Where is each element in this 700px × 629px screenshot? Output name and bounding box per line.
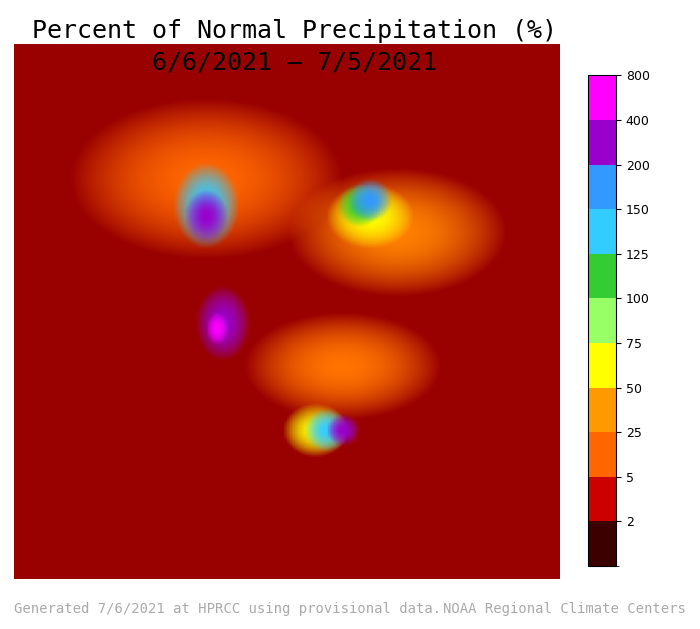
Text: 6/6/2021 – 7/5/2021: 6/6/2021 – 7/5/2021 [151, 50, 437, 74]
Text: Percent of Normal Precipitation (%): Percent of Normal Precipitation (%) [32, 19, 556, 43]
Text: NOAA Regional Climate Centers: NOAA Regional Climate Centers [443, 603, 686, 616]
Text: Generated 7/6/2021 at HPRCC using provisional data.: Generated 7/6/2021 at HPRCC using provis… [14, 603, 441, 616]
